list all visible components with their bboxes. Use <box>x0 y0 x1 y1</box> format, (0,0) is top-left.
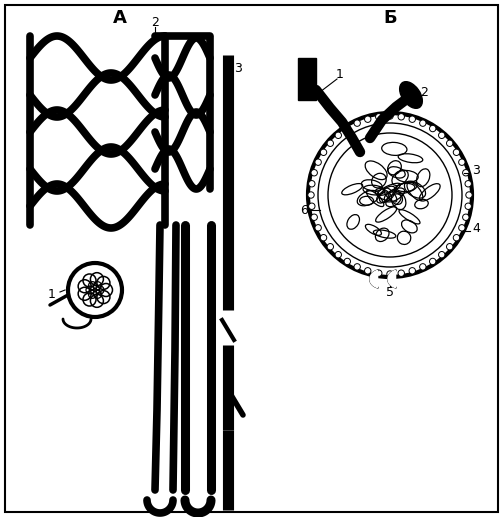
Text: 3: 3 <box>234 62 242 74</box>
Circle shape <box>354 264 360 270</box>
Text: 1: 1 <box>48 288 56 301</box>
Circle shape <box>463 214 469 220</box>
Text: А: А <box>113 9 127 27</box>
Circle shape <box>387 271 393 277</box>
Circle shape <box>439 132 445 139</box>
Circle shape <box>387 113 393 119</box>
Polygon shape <box>370 270 378 287</box>
Text: 4: 4 <box>472 221 480 235</box>
Circle shape <box>365 268 371 274</box>
Circle shape <box>420 120 426 126</box>
Circle shape <box>308 192 314 198</box>
Circle shape <box>344 258 351 265</box>
Circle shape <box>327 140 333 146</box>
Circle shape <box>344 125 351 132</box>
Circle shape <box>447 244 453 250</box>
Circle shape <box>439 251 445 258</box>
Circle shape <box>453 149 460 156</box>
Circle shape <box>466 192 472 198</box>
Circle shape <box>459 224 465 231</box>
Circle shape <box>309 203 315 209</box>
Circle shape <box>398 270 404 277</box>
Circle shape <box>465 203 471 209</box>
Circle shape <box>315 159 321 165</box>
Circle shape <box>315 224 321 231</box>
Circle shape <box>320 235 327 241</box>
Circle shape <box>465 180 471 187</box>
Circle shape <box>376 114 382 120</box>
Text: 6: 6 <box>300 204 308 217</box>
Text: 2: 2 <box>420 85 428 99</box>
FancyBboxPatch shape <box>5 5 498 512</box>
Circle shape <box>409 116 415 123</box>
Circle shape <box>463 170 469 176</box>
Circle shape <box>311 170 317 176</box>
Text: 2: 2 <box>151 16 159 28</box>
Circle shape <box>420 264 426 270</box>
Text: Б: Б <box>383 9 397 27</box>
Circle shape <box>335 251 342 258</box>
Circle shape <box>430 258 436 265</box>
Text: 5: 5 <box>386 285 394 298</box>
Text: 3: 3 <box>472 163 480 176</box>
Text: 1: 1 <box>336 68 344 82</box>
Bar <box>298 58 316 100</box>
Circle shape <box>459 159 465 165</box>
Circle shape <box>335 132 342 139</box>
Ellipse shape <box>400 82 423 109</box>
Circle shape <box>365 116 371 123</box>
Circle shape <box>447 140 453 146</box>
Circle shape <box>327 244 333 250</box>
Circle shape <box>398 114 404 120</box>
Circle shape <box>354 120 360 126</box>
Circle shape <box>320 149 327 156</box>
Circle shape <box>409 268 415 274</box>
Circle shape <box>453 235 460 241</box>
Circle shape <box>311 214 317 220</box>
Circle shape <box>430 125 436 132</box>
Polygon shape <box>388 270 395 287</box>
Circle shape <box>376 270 382 277</box>
Circle shape <box>309 180 315 187</box>
